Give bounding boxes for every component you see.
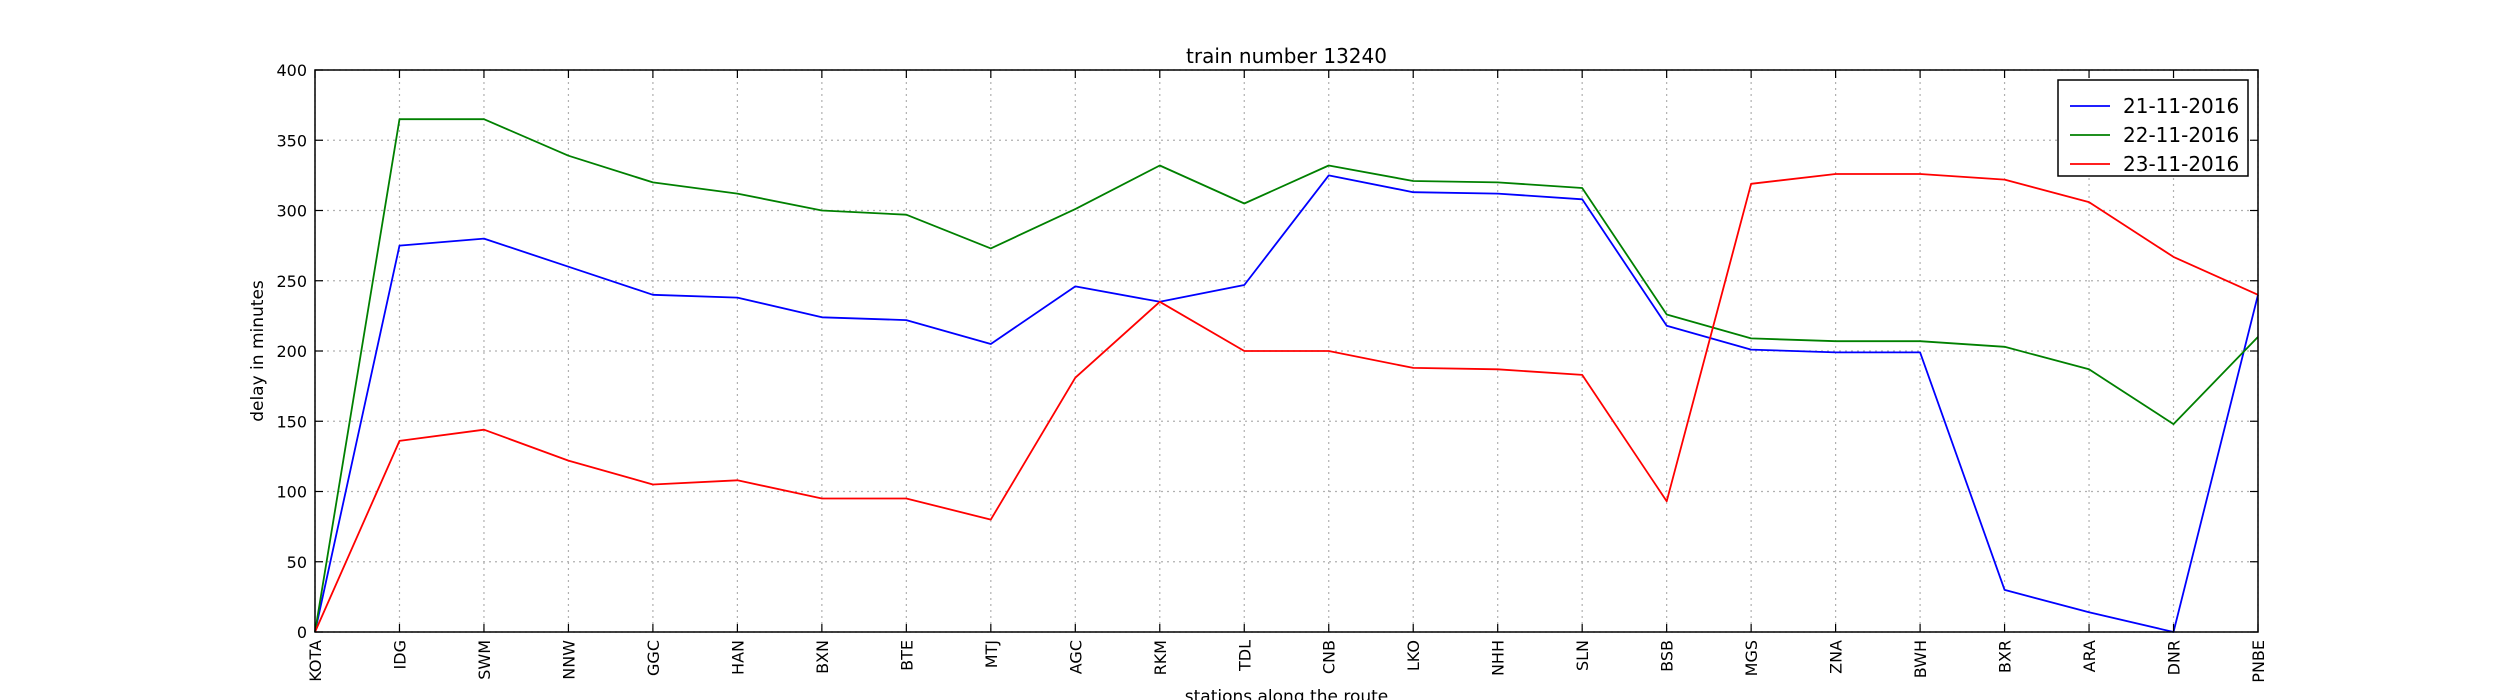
series-line-21-11-2016 <box>314 174 2259 633</box>
chart-title: train number 13240 <box>1186 44 1387 68</box>
legend-label-22-11-2016: 22-11-2016 <box>2123 123 2239 147</box>
x-tick-label-ARA: ARA <box>2080 640 2099 672</box>
x-tick-label-BWH: BWH <box>1911 640 1930 678</box>
y-tick-label: 400 <box>276 61 307 80</box>
x-tick-label-BSB: BSB <box>1658 640 1677 672</box>
x-tick-label-LKO: LKO <box>1404 640 1423 671</box>
legend-label-21-11-2016: 21-11-2016 <box>2123 94 2239 118</box>
x-tick-label-IDG: IDG <box>390 640 409 669</box>
series-line-22-11-2016 <box>314 118 2259 633</box>
legend-label-23-11-2016: 23-11-2016 <box>2123 152 2239 176</box>
legend: 21-11-2016 22-11-2016 23-11-2016 <box>2057 79 2249 177</box>
x-tick-label-RKM: RKM <box>1151 640 1170 675</box>
x-tick-label-AGC: AGC <box>1066 640 1085 674</box>
y-axis-label: delay in minutes <box>248 280 268 422</box>
x-tick-label-BTE: BTE <box>897 640 916 671</box>
y-tick-label: 350 <box>276 131 307 150</box>
x-axis-label: stations along the route <box>1185 687 1389 700</box>
x-tick-label-HAN: HAN <box>728 640 747 675</box>
series-lines <box>314 118 2259 633</box>
y-tick-label: 50 <box>287 553 307 572</box>
x-tick-label-NHH: NHH <box>1489 640 1508 676</box>
x-tick-label-CNB: CNB <box>1320 640 1339 674</box>
series-line-23-11-2016 <box>314 173 2259 633</box>
y-axis: 0 50 100 150 200 250 300 350 400 <box>276 61 2258 642</box>
y-tick-label: 0 <box>297 623 307 642</box>
grid <box>314 69 2259 633</box>
x-tick-label-BXR: BXR <box>1996 640 2015 673</box>
x-tick-label-BXN: BXN <box>813 640 832 674</box>
y-tick-label: 300 <box>276 202 307 221</box>
y-tick-label: 250 <box>276 272 307 291</box>
x-tick-label-SWM: SWM <box>475 640 494 680</box>
x-tick-label-MGS: MGS <box>1742 640 1761 676</box>
x-tick-label-DNR: DNR <box>2165 640 2184 675</box>
x-tick-label-GGC: GGC <box>644 640 663 676</box>
x-tick-label-KOTA: KOTA <box>306 640 325 682</box>
x-tick-label-SLN: SLN <box>1573 640 1592 671</box>
y-tick-label: 150 <box>276 412 307 431</box>
x-tick-label-NNW: NNW <box>559 640 578 680</box>
x-tick-label-MTJ: MTJ <box>982 640 1001 668</box>
x-tick-label-PNBE: PNBE <box>2249 640 2268 683</box>
y-tick-label: 100 <box>276 483 307 502</box>
x-tick-label-TDL: TDL <box>1235 640 1254 672</box>
x-tick-label-ZNA: ZNA <box>1827 640 1846 674</box>
x-axis: KOTA IDG SWM NNW GGC HAN BXN BTE MTJ AGC RKM TDL CNB… <box>306 70 2268 683</box>
legend-box <box>2057 79 2249 177</box>
y-tick-label: 200 <box>276 342 307 361</box>
